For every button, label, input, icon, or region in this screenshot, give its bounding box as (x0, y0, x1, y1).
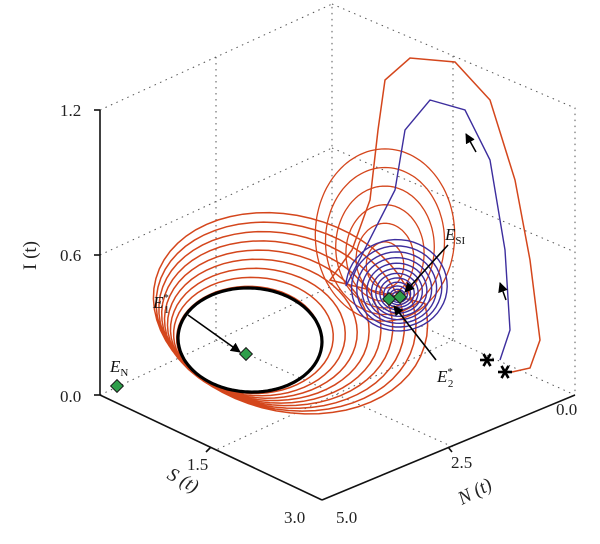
equilibrium-marker (381, 291, 397, 307)
equilibrium-1: E* 1 (152, 292, 254, 362)
x-axis-title: N (t) (454, 474, 496, 510)
initial-point-star (498, 365, 512, 379)
z-tick-label: 1.2 (60, 101, 81, 120)
equilibria: EN E* 1 ESI E* 2 (109, 225, 466, 394)
x-tick-label: 0.0 (556, 400, 577, 419)
equilibrium-2: E* 2 (381, 291, 453, 390)
equilibrium-marker (109, 378, 125, 394)
axes (94, 109, 576, 501)
e1-pointer-arrow (187, 314, 241, 353)
direction-arrow (465, 133, 477, 153)
equilibrium-label: ESI (444, 225, 466, 247)
e2-pointer-arrow (393, 305, 437, 361)
spiral-series (345, 99, 511, 361)
equilibrium-si: ESI (392, 225, 466, 305)
grid (99, 3, 576, 501)
initial-point-star (480, 353, 494, 367)
limit-cycle-series (176, 286, 324, 394)
orbit-line (152, 57, 541, 415)
orbit-loop (335, 185, 435, 309)
esi-pointer-arrow (404, 244, 449, 293)
z-tick-label: 0.0 (60, 387, 81, 406)
equilibrium-label: EN (109, 357, 128, 379)
y-tick-label: 1.5 (187, 455, 208, 474)
z-axis-title: I (t) (20, 241, 41, 270)
direction-arrow (498, 282, 508, 301)
spiral-line (345, 99, 511, 361)
initial-points (480, 353, 512, 379)
x-tick-label: 5.0 (336, 508, 357, 527)
equilibrium-marker (392, 289, 408, 305)
tick-labels: 1.2 0.6 0.0 1.5 3.0 5.0 2.5 0.0 (60, 101, 577, 527)
limit-cycle-line (176, 286, 324, 394)
orbit-loop (324, 166, 446, 316)
x-tick-label: 2.5 (451, 453, 472, 472)
star-stroke (500, 365, 510, 379)
equilibrium-label: E* 2 (436, 366, 453, 390)
equilibrium-n: EN (109, 357, 128, 394)
y-tick-label: 3.0 (284, 508, 305, 527)
z-tick-label: 0.6 (60, 246, 81, 265)
star-stroke (482, 353, 492, 367)
orbit-loop (314, 148, 456, 322)
equilibrium-marker (238, 346, 254, 362)
equilibrium-label: E* 1 (152, 292, 169, 316)
